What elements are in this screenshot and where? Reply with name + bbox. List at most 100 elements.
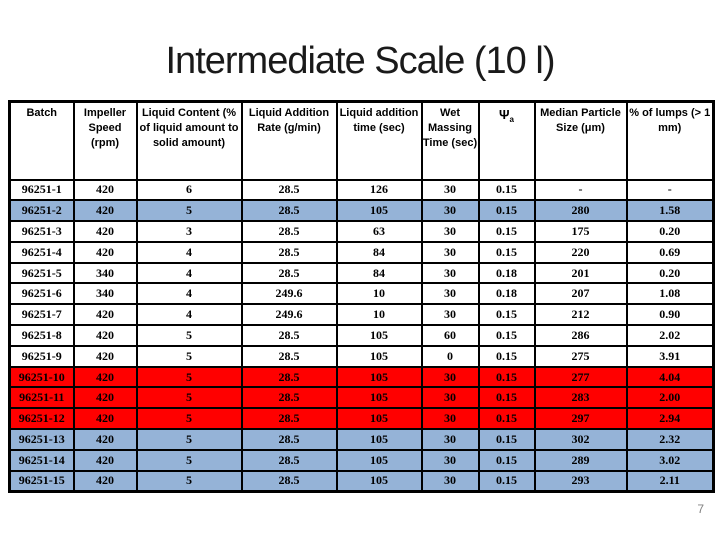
cell-psi-a: 0.15 [477,199,536,223]
cell-addition-rate: 28.5 [240,469,338,493]
cell-impeller-speed: 420 [72,344,138,368]
cell-median-size: 175 [533,220,628,243]
cell-median-size: 212 [533,303,628,327]
cell-wet-massing: 30 [420,240,480,264]
cell-liquid-content: 5 [135,407,243,431]
cell-batch: 96251-6 [8,282,75,306]
cell-impeller-speed: 420 [72,178,138,202]
cell-batch: 96251-11 [8,386,75,410]
cell-batch: 96251-4 [8,240,75,264]
cell-liquid-content: 5 [135,365,243,389]
cell-addition-time: 105 [335,386,423,410]
cell-psi-a: 0.15 [477,178,536,202]
cell-addition-rate: 28.5 [240,386,338,410]
table-row: 96251-10 420 5 28.5 105 30 0.15 277 4.04 [8,365,715,389]
table-row: 96251-11 420 5 28.5 105 30 0.15 283 2.00 [8,386,715,410]
cell-addition-rate: 28.5 [240,324,338,347]
cell-addition-rate: 28.5 [240,220,338,243]
cell-liquid-content: 4 [135,261,243,285]
cell-impeller-speed: 420 [72,448,138,472]
cell-addition-rate: 28.5 [240,428,338,451]
cell-median-size: 302 [533,428,628,451]
cell-median-size: 297 [533,407,628,431]
header-cell-lumps: % of lumps (> 1 mm) [625,100,715,181]
cell-liquid-content: 5 [135,448,243,472]
table-body: 96251-1 420 6 28.5 126 30 0.15- -96251-2 420 5 28.… [8,178,715,493]
cell-median-size: 289 [533,448,628,472]
psi-symbol: Ψ [499,107,510,122]
cell-impeller-speed: 420 [72,303,138,327]
cell-addition-rate: 28.5 [240,365,338,389]
cell-lumps: 2.02 [625,324,715,347]
cell-impeller-speed: 420 [72,324,138,347]
cell-liquid-content: 5 [135,386,243,410]
cell-wet-massing: 30 [420,448,480,472]
header-cell-psi-a: Ψa [477,100,536,181]
cell-wet-massing: 30 [420,178,480,202]
header-cell-impeller-speed: Impeller Speed (rpm) [72,100,138,181]
header-cell-addition-time: Liquid addition time (sec) [335,100,423,181]
cell-wet-massing: 30 [420,199,480,223]
cell-addition-time: 105 [335,448,423,472]
page-title: Intermediate Scale (10 l) [165,40,556,82]
table-row: 96251-15 420 5 28.5 105 30 0.15 293 2.11 [8,469,715,493]
cell-wet-massing: 30 [420,407,480,431]
cell-median-size: - [533,178,628,202]
cell-psi-a: 0.18 [477,282,536,306]
cell-psi-a: 0.15 [477,240,536,264]
cell-impeller-speed: 420 [72,386,138,410]
table-row: 96251-5 340 4 28.5 84 30 0.18 201 0.20 [8,261,715,285]
table-row: 96251-12 420 5 28.5 105 30 0.15 297 2.94 [8,407,715,431]
cell-lumps: 3.02 [625,448,715,472]
cell-psi-a: 0.15 [477,407,536,431]
cell-psi-a: 0.15 [477,448,536,472]
cell-liquid-content: 4 [135,282,243,306]
table-row: 96251-4 420 4 28.5 84 30 0.15 220 0.69 [8,240,715,264]
header-cell-liquid-content: Liquid Content (% of liquid amount to so… [135,100,243,181]
header-cell-batch: Batch [8,100,75,181]
table-row: 96251-9 420 5 28.5 105 0 0.15 275 3.91 [8,344,715,368]
cell-addition-rate: 28.5 [240,344,338,368]
cell-addition-time: 105 [335,199,423,223]
cell-impeller-speed: 420 [72,407,138,431]
header-row: Batch Impeller Speed (rpm) Liquid Conten… [8,100,715,181]
cell-impeller-speed: 420 [72,428,138,451]
cell-addition-time: 126 [335,178,423,202]
table-row: 96251-6 340 4 249.6 10 30 0.18 207 1.08 [8,282,715,306]
cell-psi-a: 0.15 [477,220,536,243]
cell-lumps: 1.58 [625,199,715,223]
cell-wet-massing: 30 [420,365,480,389]
cell-wet-massing: 30 [420,220,480,243]
cell-liquid-content: 4 [135,240,243,264]
cell-impeller-speed: 420 [72,199,138,223]
cell-median-size: 280 [533,199,628,223]
cell-lumps: 2.00 [625,386,715,410]
cell-addition-rate: 28.5 [240,448,338,472]
cell-addition-rate: 28.5 [240,199,338,223]
cell-psi-a: 0.15 [477,303,536,327]
cell-lumps: 0.90 [625,303,715,327]
cell-batch: 96251-12 [8,407,75,431]
cell-impeller-speed: 420 [72,365,138,389]
cell-addition-rate: 28.5 [240,240,338,264]
cell-lumps: 3.91 [625,344,715,368]
data-table: Batch Impeller Speed (rpm) Liquid Conten… [8,100,715,493]
cell-batch: 96251-14 [8,448,75,472]
table-row: 96251-7 420 4 249.6 10 30 0.15 212 0.90 [8,303,715,327]
table-row: 96251-8 420 5 28.5 105 60 0.15 286 2.02 [8,324,715,347]
cell-wet-massing: 60 [420,324,480,347]
cell-liquid-content: 3 [135,220,243,243]
cell-liquid-content: 5 [135,344,243,368]
cell-addition-time: 105 [335,407,423,431]
cell-liquid-content: 5 [135,428,243,451]
table-row: 96251-14 420 5 28.5 105 30 0.15 289 3.02 [8,448,715,472]
cell-median-size: 293 [533,469,628,493]
cell-addition-rate: 28.5 [240,178,338,202]
cell-lumps: 0.20 [625,261,715,285]
cell-lumps: - [625,178,715,202]
cell-median-size: 275 [533,344,628,368]
table-row: 96251-3 420 3 28.5 63 30 0.15 175 0.20 [8,220,715,243]
cell-batch: 96251-10 [8,365,75,389]
cell-addition-time: 105 [335,365,423,389]
